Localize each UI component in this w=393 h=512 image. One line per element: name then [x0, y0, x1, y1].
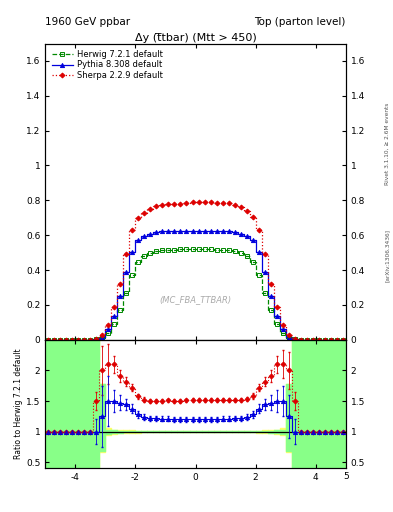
Y-axis label: Ratio to Herwig 7.2.1 default: Ratio to Herwig 7.2.1 default [14, 349, 23, 459]
Text: [arXiv:1306.3436]: [arXiv:1306.3436] [385, 229, 390, 283]
Legend: Herwig 7.2.1 default, Pythia 8.308 default, Sherpa 2.2.9 default: Herwig 7.2.1 default, Pythia 8.308 defau… [50, 48, 165, 82]
Title: Δy (t̅tbar) (Mtt > 450): Δy (t̅tbar) (Mtt > 450) [135, 33, 256, 42]
Text: Rivet 3.1.10, ≥ 2.6M events: Rivet 3.1.10, ≥ 2.6M events [385, 102, 390, 184]
Text: 1960 GeV ppbar: 1960 GeV ppbar [45, 16, 130, 27]
Text: Top (parton level): Top (parton level) [254, 16, 346, 27]
Text: (MC_FBA_TTBAR): (MC_FBA_TTBAR) [160, 295, 231, 304]
Text: 5: 5 [343, 473, 349, 481]
